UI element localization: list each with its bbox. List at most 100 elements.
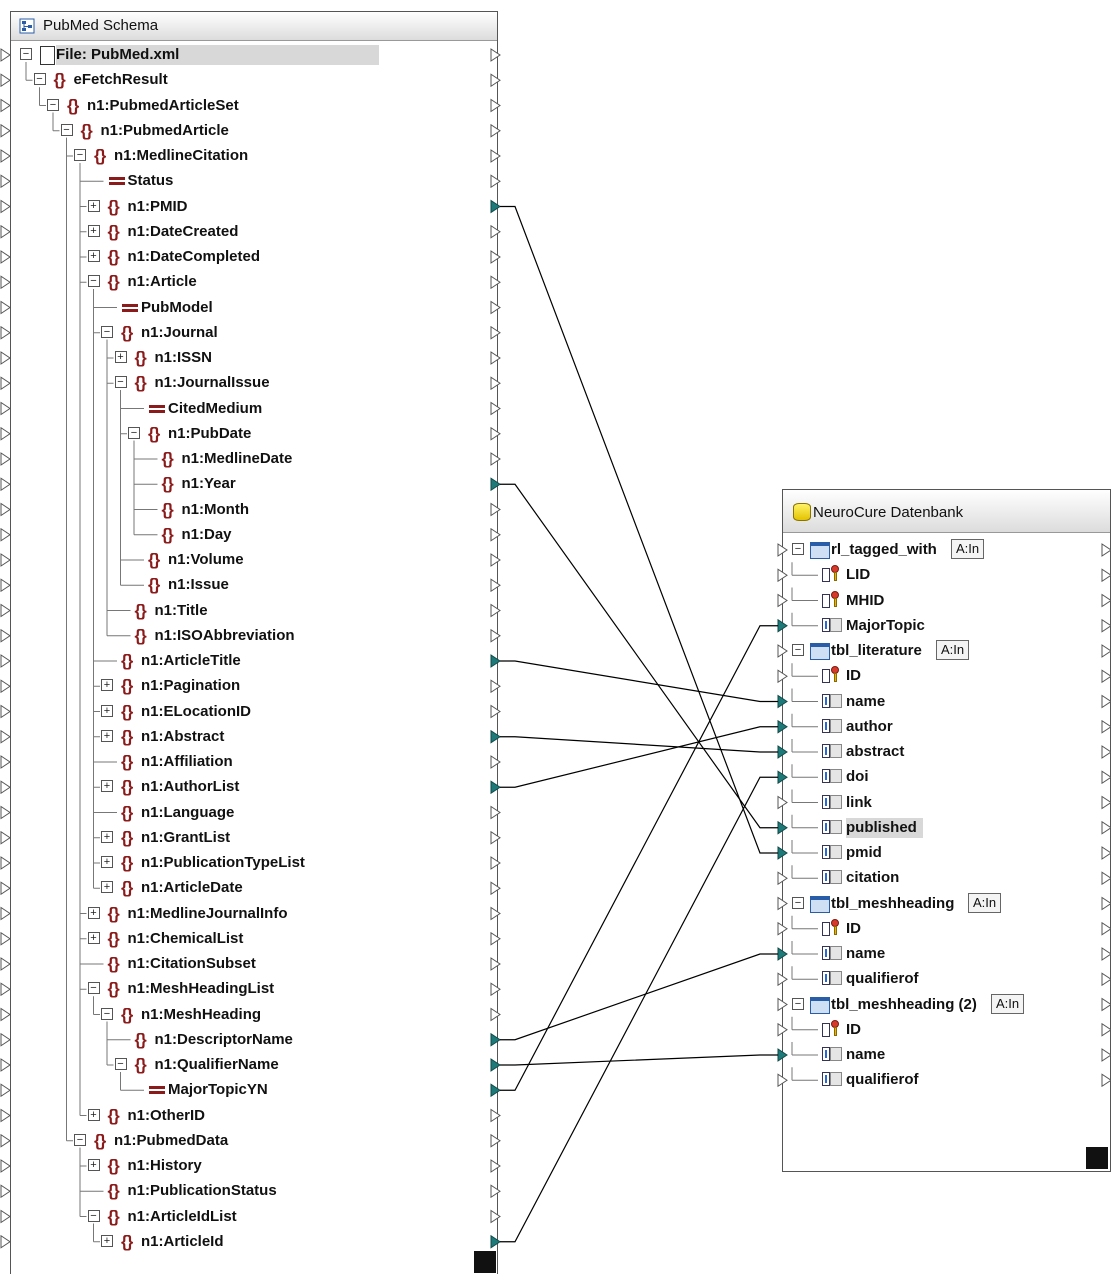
tree-node-file-pubmed-xml[interactable]: − File: PubMed.xml	[0, 44, 460, 66]
collapse-icon[interactable]: −	[101, 325, 113, 338]
mapping-line-n1-year-to-published[interactable]	[500, 483, 778, 829]
tree-node-n1-qualifiername[interactable]: −{} n1:QualifierName	[0, 1054, 460, 1076]
expand-icon[interactable]: +	[87, 931, 100, 944]
tree-node-pubmodel[interactable]: PubModel	[0, 297, 460, 319]
tree-node-n1-pagination[interactable]: + {} n1:Pagination	[0, 675, 460, 697]
tree-node-n1-pubdate[interactable]: −{} n1:PubDate	[0, 423, 460, 445]
collapse-icon[interactable]: −	[114, 376, 127, 389]
collapse-icon[interactable]: −	[60, 123, 73, 136]
table-mode-button[interactable]: A:In	[991, 993, 1025, 1014]
column-majortopic[interactable]: MajorTopic	[782, 615, 1102, 637]
collapse-icon[interactable]: −	[47, 98, 59, 111]
column-name[interactable]: name	[782, 1044, 1102, 1066]
tree-node-n1-medlinecitation[interactable]: −{} n1:MedlineCitation	[0, 145, 460, 167]
tree-node-n1-year[interactable]: {} n1:Year	[0, 473, 460, 495]
tree-node-n1-medlinejournalinfo[interactable]: + {} n1:MedlineJournalInfo	[0, 903, 460, 925]
collapse-icon[interactable]: −	[101, 1007, 113, 1020]
column-id[interactable]: ID	[782, 918, 1102, 940]
column-pmid[interactable]: pmid	[782, 842, 1102, 864]
tree-node-n1-publicationstatus[interactable]: {} n1:PublicationStatus	[0, 1180, 460, 1202]
mapping-line-majortopicyn-to-majortopic[interactable]	[500, 625, 778, 1091]
table-tbl-meshheading-2[interactable]: − tbl_meshheading (2) A:In	[782, 993, 1102, 1016]
expand-icon[interactable]: +	[101, 856, 113, 868]
tree-node-n1-journalissue[interactable]: −{} n1:JournalIssue	[0, 372, 460, 394]
mapping-line-n1-authorlist-to-author[interactable]	[500, 726, 778, 788]
expand-icon[interactable]: +	[101, 830, 113, 843]
tree-node-n1-volume[interactable]: {} n1:Volume	[0, 549, 460, 571]
collapse-icon[interactable]: −	[87, 275, 100, 288]
column-qualifierof[interactable]: qualifierof	[782, 968, 1102, 990]
tree-node-n1-issue[interactable]: {} n1:Issue	[0, 574, 460, 596]
expand-icon[interactable]: +	[101, 679, 113, 692]
target-resize-grip[interactable]	[1086, 1147, 1108, 1169]
collapse-icon[interactable]: −	[114, 1058, 127, 1070]
collapse-icon[interactable]: −	[20, 48, 32, 60]
table-mode-button[interactable]: A:In	[951, 539, 985, 559]
tree-node-n1-medlinedate[interactable]: {} n1:MedlineDate	[0, 448, 460, 470]
tree-node-n1-articleid[interactable]: + {} n1:ArticleId	[0, 1231, 460, 1253]
expand-icon[interactable]: +	[101, 881, 113, 894]
expand-icon[interactable]: +	[114, 351, 127, 363]
source-panel-header[interactable]: PubMed Schema	[11, 12, 497, 41]
tree-node-n1-meshheading[interactable]: −{} n1:MeshHeading	[0, 1004, 460, 1026]
column-abstract[interactable]: abstract	[782, 741, 1102, 763]
tree-node-n1-article[interactable]: −{} n1:Article	[0, 271, 460, 293]
column-name[interactable]: name	[782, 943, 1102, 965]
tree-node-n1-grantlist[interactable]: + {} n1:GrantList	[0, 827, 460, 849]
tree-node-n1-descriptorname[interactable]: {} n1:DescriptorName	[0, 1029, 460, 1051]
tree-node-efetchresult[interactable]: −{} eFetchResult	[0, 69, 460, 91]
tree-node-n1-publicationtypelist[interactable]: + {} n1:PublicationTypeList	[0, 852, 460, 874]
expand-icon[interactable]: +	[87, 1159, 100, 1171]
tree-node-n1-articleidlist[interactable]: −{} n1:ArticleIdList	[0, 1206, 460, 1228]
collapse-icon[interactable]: −	[74, 149, 86, 161]
source-resize-grip[interactable]	[474, 1251, 496, 1273]
mapping-line-n1-articletitle-to-name[interactable]	[500, 660, 778, 703]
expand-icon[interactable]: +	[87, 250, 100, 262]
tree-node-n1-articletitle[interactable]: {} n1:ArticleTitle	[0, 650, 460, 672]
tree-node-n1-affiliation[interactable]: {} n1:Affiliation	[0, 751, 460, 773]
table-mode-button[interactable]: A:In	[968, 892, 1002, 913]
tree-node-n1-otherid[interactable]: + {} n1:OtherID	[0, 1105, 460, 1127]
column-published[interactable]: published	[782, 817, 1102, 839]
expand-icon[interactable]: +	[101, 1234, 113, 1247]
tree-node-n1-history[interactable]: + {} n1:History	[0, 1155, 460, 1177]
tree-node-n1-pubmedarticleset[interactable]: −{} n1:PubmedArticleSet	[0, 95, 460, 117]
mapping-line-n1-abstract-to-abstract[interactable]	[500, 736, 778, 753]
target-panel-header[interactable]: NeuroCure Datenbank	[783, 490, 1110, 533]
tree-node-n1-datecreated[interactable]: + {} n1:DateCreated	[0, 221, 460, 243]
expand-icon[interactable]: +	[87, 199, 100, 212]
collapse-icon[interactable]: −	[792, 644, 804, 656]
tree-node-n1-datecompleted[interactable]: + {} n1:DateCompleted	[0, 246, 460, 268]
column-qualifierof[interactable]: qualifierof	[782, 1069, 1102, 1091]
tree-node-n1-elocationid[interactable]: + {} n1:ELocationID	[0, 701, 460, 723]
mapping-line-n1-qualifiername-to-name[interactable]	[500, 1054, 778, 1066]
tree-node-n1-issn[interactable]: + {} n1:ISSN	[0, 347, 460, 369]
table-tbl-meshheading[interactable]: − tbl_meshheading A:In	[782, 892, 1102, 915]
tree-node-n1-citationsubset[interactable]: {} n1:CitationSubset	[0, 953, 460, 975]
collapse-icon[interactable]: −	[33, 73, 46, 86]
tree-node-status[interactable]: Status	[0, 170, 460, 192]
tree-node-n1-chemicallist[interactable]: + {} n1:ChemicalList	[0, 928, 460, 950]
collapse-icon[interactable]: −	[128, 426, 140, 439]
tree-node-citedmedium[interactable]: CitedMedium	[0, 398, 460, 420]
collapse-icon[interactable]: −	[792, 896, 804, 909]
column-id[interactable]: ID	[782, 665, 1102, 687]
tree-node-n1-pmid[interactable]: + {} n1:PMID	[0, 196, 460, 218]
tree-node-n1-meshheadinglist[interactable]: −{} n1:MeshHeadingList	[0, 978, 460, 1000]
table-rl-tagged-with[interactable]: − rl_tagged_with A:In	[782, 539, 1102, 561]
tree-node-n1-day[interactable]: {} n1:Day	[0, 524, 460, 546]
tree-node-majortopicyn[interactable]: MajorTopicYN	[0, 1079, 460, 1101]
column-citation[interactable]: citation	[782, 867, 1102, 889]
collapse-icon[interactable]: −	[74, 1133, 86, 1146]
tree-node-n1-month[interactable]: {} n1:Month	[0, 499, 460, 521]
tree-node-n1-authorlist[interactable]: + {} n1:AuthorList	[0, 776, 460, 798]
tree-node-n1-title[interactable]: {} n1:Title	[0, 600, 460, 622]
tree-node-n1-journal[interactable]: −{} n1:Journal	[0, 322, 460, 344]
tree-node-n1-abstract[interactable]: + {} n1:Abstract	[0, 726, 460, 748]
column-lid[interactable]: LID	[782, 564, 1102, 586]
column-name[interactable]: name	[782, 691, 1102, 713]
collapse-icon[interactable]: −	[792, 997, 804, 1010]
collapse-icon[interactable]: −	[87, 1209, 100, 1222]
column-mhid[interactable]: MHID	[782, 590, 1102, 612]
mapping-line-n1-descriptorname-to-name[interactable]	[500, 953, 778, 1041]
